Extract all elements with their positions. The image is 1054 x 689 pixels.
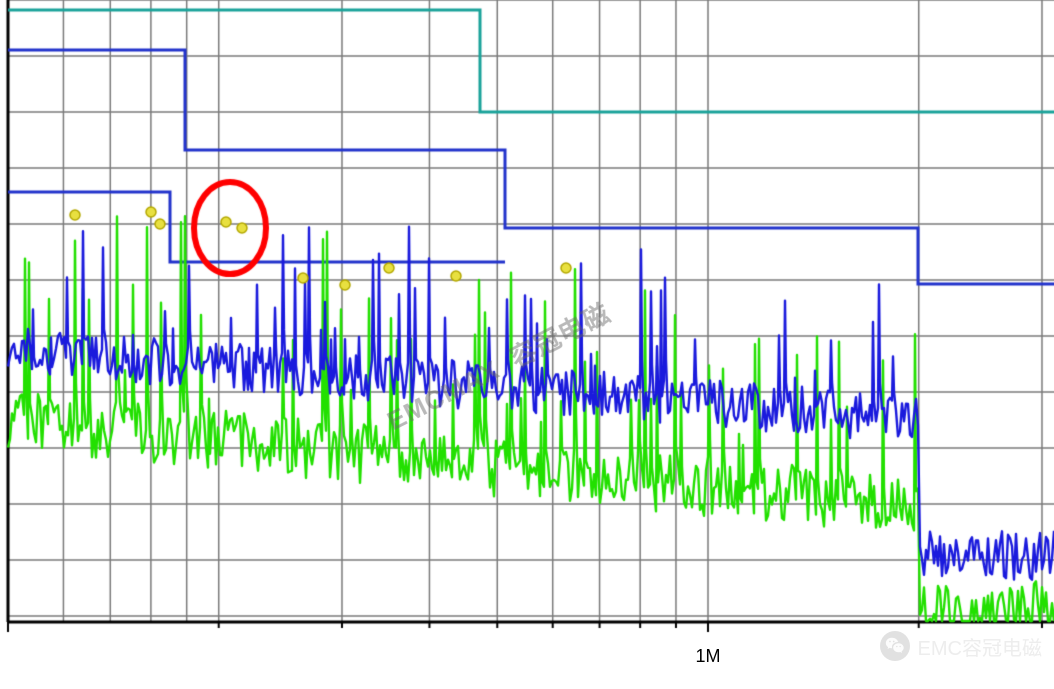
wechat-icon <box>880 631 910 661</box>
x-tick-1m: 1M <box>696 646 721 667</box>
watermark-corner-text: EMC容冠电磁 <box>918 632 1042 661</box>
watermark-corner: EMC容冠电磁 <box>880 631 1042 661</box>
